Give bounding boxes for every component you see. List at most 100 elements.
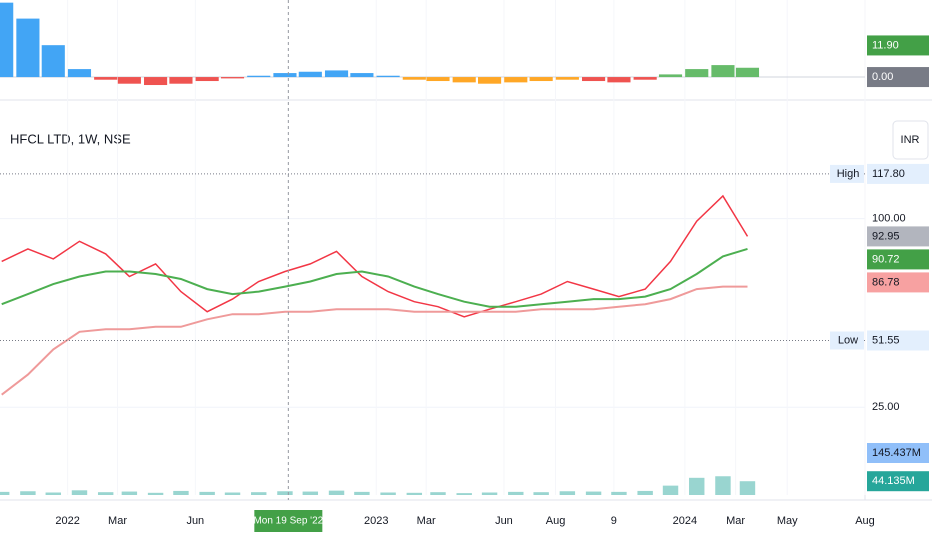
volume-bar xyxy=(277,491,293,495)
histogram-bar xyxy=(195,77,219,82)
histogram-bar xyxy=(350,73,374,78)
volume-bar xyxy=(430,492,446,495)
histogram-bar xyxy=(144,77,168,86)
histogram-bar xyxy=(169,77,193,84)
volume-bar xyxy=(354,491,370,495)
price-label-bg xyxy=(867,249,929,270)
x-tick-label: May xyxy=(777,515,798,527)
volume-bar xyxy=(0,491,10,495)
volume-bar xyxy=(406,492,423,495)
level-tag-bg xyxy=(830,164,864,183)
histogram-bar xyxy=(555,77,579,80)
price-label: 11.90 xyxy=(872,39,899,51)
volume-bar xyxy=(45,492,61,495)
histogram-bar xyxy=(504,77,528,83)
price-label: 44.135M xyxy=(872,475,915,487)
volume-bar xyxy=(559,491,576,495)
price-line xyxy=(1,194,749,318)
price-label-bg xyxy=(867,226,929,247)
histogram-bar xyxy=(711,65,735,78)
histogram-bar xyxy=(402,77,426,80)
histogram-bar xyxy=(117,77,141,84)
histogram-bar xyxy=(298,71,322,78)
histogram-bar xyxy=(67,69,92,78)
histogram-bar xyxy=(376,75,400,78)
chart-title: HFCL LTD, 1W, NSE xyxy=(10,131,131,146)
x-tick-label: Jun xyxy=(186,515,204,527)
x-tick-label: Mar xyxy=(108,515,127,527)
histogram-bar xyxy=(478,77,502,84)
volume-bar xyxy=(97,492,114,495)
histogram-bar xyxy=(273,73,297,78)
price-label: 92.95 xyxy=(872,230,900,242)
volume-bar xyxy=(380,492,396,495)
price-label: 90.72 xyxy=(872,253,900,265)
volume-bar xyxy=(611,491,627,495)
histogram-bar xyxy=(452,77,476,83)
volume-bar xyxy=(173,490,189,495)
histogram-bar xyxy=(582,77,606,82)
volume-bar xyxy=(715,476,731,495)
volume-bar xyxy=(739,481,756,495)
price-line xyxy=(1,285,748,396)
price-label-bg xyxy=(867,35,929,56)
price-label: 86.78 xyxy=(872,276,900,288)
volume-bar xyxy=(121,491,138,495)
price-label-bg xyxy=(867,163,929,184)
x-tick-label: 2023 xyxy=(364,515,388,527)
level-tag-bg xyxy=(830,331,864,350)
y-tick-label: 100.00 xyxy=(872,213,906,225)
level-tag: Low xyxy=(838,334,858,346)
x-tick-label: 2024 xyxy=(673,515,697,527)
x-tick-label: 9 xyxy=(611,515,617,527)
histogram-bar xyxy=(247,75,271,78)
histogram-bar xyxy=(41,45,65,78)
histogram-bar xyxy=(529,77,553,82)
histogram-bar xyxy=(94,77,118,80)
currency-label[interactable]: INR xyxy=(901,134,920,146)
volume-bar xyxy=(20,491,36,495)
price-label-bg xyxy=(867,272,929,293)
price-label-bg xyxy=(867,330,929,351)
volume-bar xyxy=(689,477,705,495)
histogram-bar xyxy=(220,77,245,79)
currency-button[interactable] xyxy=(892,120,929,160)
crosshair-label: Mon 19 Sep '22 xyxy=(253,516,323,527)
histogram-bar xyxy=(324,70,349,78)
x-tick-label: Aug xyxy=(855,515,875,527)
histogram-bar xyxy=(426,77,450,82)
volume-bar xyxy=(585,491,602,495)
volume-bar xyxy=(147,492,164,495)
y-tick-label: 25.00 xyxy=(872,401,900,413)
histogram-bar xyxy=(735,67,760,78)
volume-bar xyxy=(481,492,498,495)
x-tick-label: Aug xyxy=(546,515,566,527)
price-label-bg xyxy=(867,471,929,492)
volume-bar xyxy=(508,491,524,495)
volume-bar xyxy=(71,490,88,495)
volume-bar xyxy=(302,491,319,495)
histogram-bar xyxy=(658,74,683,78)
histogram-bar xyxy=(0,2,14,78)
histogram-bar xyxy=(16,18,40,78)
volume-bar xyxy=(533,492,549,495)
price-label: 117.80 xyxy=(872,168,905,180)
price-line xyxy=(1,247,748,308)
level-tag: High xyxy=(837,168,860,180)
crosshair-label-bg xyxy=(254,510,323,532)
price-label: 51.55 xyxy=(872,334,900,346)
price-label: 0.00 xyxy=(872,71,893,83)
volume-bar xyxy=(662,485,679,495)
price-label-bg xyxy=(867,67,929,88)
x-tick-label: 2022 xyxy=(55,515,79,527)
volume-bar xyxy=(637,490,653,495)
histogram-bar xyxy=(685,69,709,78)
volume-bar xyxy=(456,493,472,495)
volume-bar xyxy=(224,492,241,495)
x-tick-label: Jun xyxy=(495,515,513,527)
volume-bar xyxy=(328,490,345,495)
x-tick-label: Mar xyxy=(417,515,436,527)
histogram-bar xyxy=(633,77,657,80)
